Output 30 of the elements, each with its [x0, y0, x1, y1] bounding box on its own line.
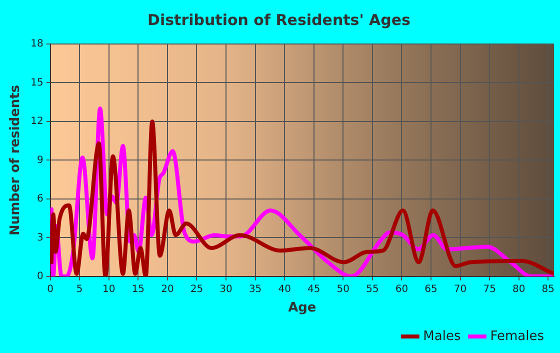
x-tick-label: 35: [248, 284, 262, 295]
x-tick-label: 50: [336, 284, 350, 295]
y-tick-label: 18: [30, 38, 44, 50]
y-tick-label: 9: [36, 154, 44, 166]
x-tick-label: 20: [161, 284, 174, 295]
x-tick-label: 85: [542, 284, 555, 295]
chart-title: Distribution of Residents' Ages: [148, 10, 411, 29]
x-tick-label: 25: [190, 284, 204, 295]
y-tick-label: 6: [36, 194, 44, 205]
x-tick-label: 40: [278, 284, 291, 295]
y-axis-title: Number of residents: [8, 84, 24, 236]
x-tick-label: 70: [454, 284, 467, 295]
x-tick-label: 60: [395, 284, 408, 295]
x-axis-title: Age: [288, 300, 316, 316]
y-tick-label: 0: [36, 270, 44, 282]
x-tick-label: 75: [483, 284, 496, 295]
x-tick-label: 80: [512, 284, 526, 295]
x-tick-label: 5: [76, 284, 83, 295]
y-tick-label: 15: [30, 77, 44, 88]
x-tick-label: 0: [47, 284, 54, 295]
x-tick-label: 10: [102, 284, 116, 295]
x-tick-label: 55: [366, 284, 379, 295]
x-tick-label: 65: [424, 284, 438, 295]
x-tick-label: 30: [220, 284, 232, 295]
x-tick-label: 45: [308, 284, 320, 295]
y-tick-label: 3: [36, 232, 44, 244]
y-tick-label: 12: [30, 116, 44, 128]
x-tick-label: 15: [132, 284, 145, 295]
legend-label: Females: [490, 328, 544, 344]
legend-label: Males: [423, 328, 461, 344]
